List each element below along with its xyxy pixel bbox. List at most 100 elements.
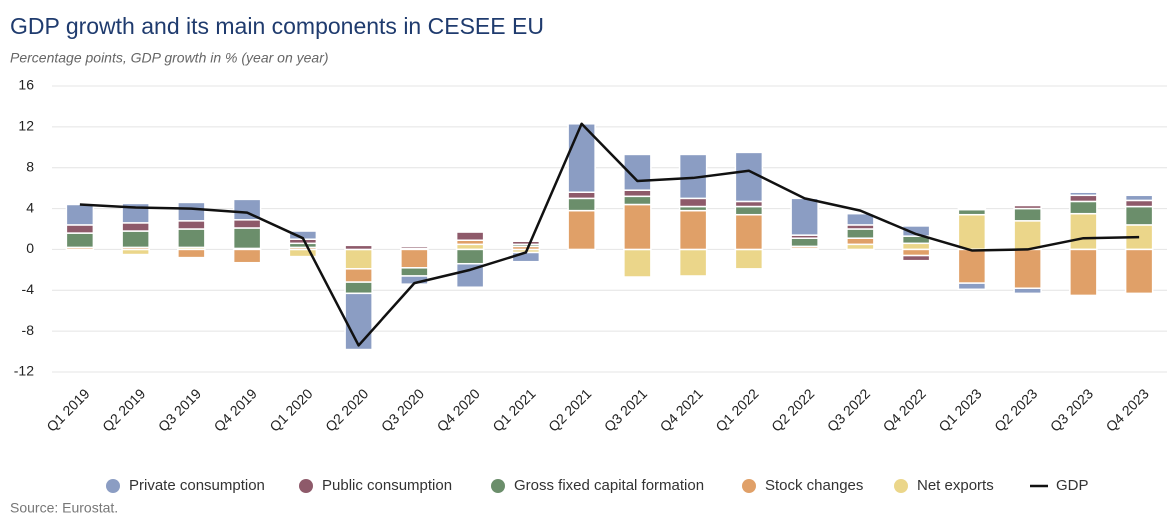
bar-segment [511,251,541,263]
bar-segment [957,248,987,284]
x-tick-label: Q1 2021 [489,385,538,434]
bar-segment [901,254,931,262]
bar-segment [901,225,931,237]
bar-segment [1124,199,1154,208]
y-tick-label: 0 [26,240,34,256]
source: Source: Eurostat. [10,500,118,516]
legend-label: Private consumption [129,477,265,494]
legend-swatch [106,479,120,493]
bar-segment [455,262,485,288]
x-tick-label: Q2 2022 [768,385,817,434]
bar-segment [957,282,987,291]
bar-segment [846,228,875,239]
bar-segment [678,248,708,277]
bar-segment [177,220,206,230]
bar-segment [734,200,764,208]
bar-segment [232,248,262,264]
y-tick-label: 12 [18,118,34,134]
bar-segment [734,205,764,216]
bar-segment [1124,194,1154,202]
x-tick-label: Q2 2019 [99,385,148,434]
bar-segment [65,232,95,249]
bar-segment [567,209,596,251]
legend-label: Gross fixed capital formation [514,477,704,494]
bar-segment [1069,212,1098,251]
bar-segment [734,248,764,270]
x-tick-label: Q3 2023 [1047,385,1096,434]
bar-segment [623,203,652,251]
bar-segment [121,222,150,232]
x-tick-label: Q1 2020 [266,385,315,434]
bar-segment [455,243,485,251]
x-tick-label: Q2 2023 [991,385,1040,434]
y-tick-label: 4 [26,199,34,215]
bar-segment [65,203,95,226]
bar-segment [1013,220,1042,251]
bar-segment [121,248,150,256]
legend-label: Stock changes [765,477,863,494]
bar-segment [957,208,987,216]
bar-segment [344,244,373,251]
bar-segment [344,248,373,270]
legend-label: GDP [1056,477,1089,494]
bar-segment [344,292,373,351]
x-tick-label: Q4 2020 [434,385,483,434]
legend-swatch [491,479,505,493]
bar-segment [567,197,596,212]
gdp-line [79,122,1140,347]
bar-segment [678,197,708,208]
bar-segment [678,209,708,251]
x-tick-label: Q3 2020 [378,385,427,434]
x-tick-label: Q1 2023 [935,385,984,434]
bar-segment [121,230,150,249]
bar-segment [790,237,819,248]
x-tick-label: Q4 2021 [657,385,706,434]
x-tick-label: Q4 2022 [880,385,929,434]
bar-segment [623,189,652,198]
bar-segment [734,213,764,251]
bar-segment [790,197,819,236]
y-tick-label: 8 [26,158,34,174]
bar-segment [400,248,429,269]
legend-label: Net exports [917,477,994,494]
bar-segment [400,245,429,250]
y-tick-label: -8 [22,322,35,338]
legend-swatch [742,479,756,493]
bar-segment [957,207,987,211]
x-tick-label: Q2 2021 [545,385,594,434]
bar-segment [1069,248,1098,297]
x-tick-label: Q1 2019 [43,385,92,434]
bar-segment [1124,205,1154,226]
bar-segment [344,281,373,295]
bar-segment [901,248,931,257]
bar-segment [511,240,541,246]
bar-segment [1013,248,1042,289]
x-tick-label: Q3 2022 [824,385,873,434]
bar-segment [901,242,931,251]
bar-segment [232,219,262,229]
bar-segment [1069,200,1098,215]
chart-title: GDP growth and its main components in CE… [10,13,544,39]
bar-segment [567,191,596,200]
bar-segment [1013,207,1042,222]
bar-segment [455,231,485,241]
bar-segment [623,248,652,278]
bar-segment [232,227,262,250]
bar-segment [846,212,875,226]
x-tick-label: Q3 2019 [155,385,204,434]
x-tick-label: Q3 2021 [601,385,650,434]
legend-label: Public consumption [322,477,452,494]
bar-segment [1069,194,1098,203]
x-tick-label: Q1 2022 [712,385,761,434]
chart-subtitle: Percentage points, GDP growth in % (year… [10,50,329,66]
bar-segment [957,213,987,251]
bar-segment [455,248,485,265]
bar-segment [344,268,373,283]
bar-segment [65,224,95,234]
bar-segment [623,195,652,206]
bar-segment [177,201,206,222]
bar-segment [1124,248,1154,295]
bar-segment [177,228,206,249]
x-tick-label: Q2 2020 [322,385,371,434]
x-tick-label: Q4 2019 [211,385,260,434]
